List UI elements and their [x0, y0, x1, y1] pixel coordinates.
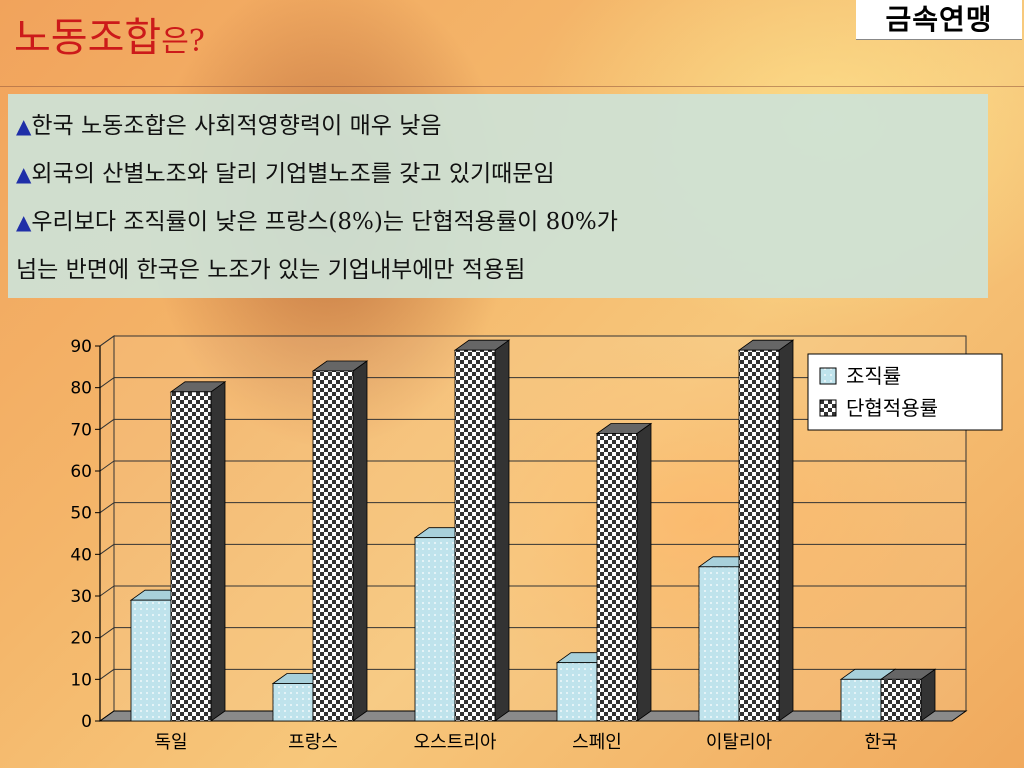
chart-gridline-side: [99, 460, 115, 472]
x-tick-label: 오스트리아: [414, 732, 497, 753]
triangle-bullet-icon: ▲: [16, 210, 32, 234]
bar-coverage-rate-side: [494, 339, 510, 722]
chart-gridline-side: [99, 543, 115, 555]
triangle-bullet-icon: ▲: [16, 114, 32, 138]
title-divider: [0, 86, 1024, 87]
y-tick-label: 90: [70, 337, 92, 357]
x-tick-label: 독일: [154, 732, 187, 753]
bar-coverage-rate-side: [352, 360, 368, 722]
bullet-continuation: 넘는 반면에 한국은 노조가 있는 기업내부에만 적용됨: [16, 257, 526, 283]
bar-union-rate: [698, 566, 740, 722]
triangle-bullet-icon: ▲: [16, 162, 32, 186]
x-tick-label: 스페인: [572, 732, 622, 753]
x-tick-label: 이탈리아: [706, 732, 773, 753]
bullet-text: 외국의 산별노조와 달리 기업별노조를 갖고 있기때문임: [31, 161, 555, 187]
slide-title-suffix: 은?: [161, 24, 205, 59]
bar-coverage-rate-side: [778, 339, 794, 722]
x-tick-label: 프랑스: [288, 732, 338, 753]
bar-chart: 0 10 20 30 40 50 60 70 80 90 독일 프랑스 오스트리아 스페인 이탈리아 한국 조직…: [70, 335, 1003, 753]
y-tick-label: 0: [81, 712, 92, 732]
y-tick-label: 10: [70, 670, 92, 690]
chart-gridline-side: [99, 627, 115, 639]
bar-coverage-rate-side: [210, 381, 226, 722]
slide-title-main: 노동조합: [14, 15, 162, 61]
chart-gridline-side: [99, 668, 115, 680]
bar-coverage-rate: [454, 349, 496, 722]
chart-gridline-side: [99, 502, 115, 514]
bar-coverage-rate: [738, 349, 780, 722]
bar-coverage-rate-side: [636, 422, 652, 722]
bar-union-rate: [130, 599, 172, 722]
bullet-item: ▲한국 노동조합은 사회적영향력이 매우 낮음: [16, 102, 982, 150]
chart-gridline-side: [99, 335, 115, 347]
bar-coverage-rate: [170, 391, 212, 722]
y-tick-label: 30: [70, 587, 92, 607]
bullet-item: ▲외국의 산별노조와 달리 기업별노조를 갖고 있기때문임: [16, 150, 982, 198]
bar-union-rate: [840, 678, 882, 722]
y-tick-label: 70: [70, 420, 92, 440]
bullet-text: 한국 노동조합은 사회적영향력이 매우 낮음: [31, 113, 442, 139]
slide-title: 노동조합은?: [14, 14, 205, 66]
y-tick-label: 20: [70, 629, 92, 649]
bar-coverage-rate: [596, 433, 638, 722]
y-tick-label: 40: [70, 545, 92, 565]
chart-floor: [98, 710, 968, 722]
bar-union-rate: [556, 662, 598, 722]
chart-legend: [807, 353, 1003, 431]
legend-label: 단협적용률: [846, 396, 938, 420]
y-tick-label: 80: [70, 379, 92, 399]
legend-swatch: [819, 399, 837, 417]
bullet-box: ▲한국 노동조합은 사회적영향력이 매우 낮음 ▲외국의 산별노조와 달리 기업…: [8, 94, 988, 298]
y-tick-label: 50: [70, 504, 92, 524]
chart-side-wall: [99, 335, 115, 722]
chart-gridline-side: [99, 585, 115, 597]
logo: 금속연맹: [856, 0, 1022, 40]
chart-gridline-side: [99, 377, 115, 389]
legend-swatch: [819, 367, 837, 385]
bullet-item: ▲우리보다 조직률이 낮은 프랑스(8%)는 단협적용률이 80%가: [16, 198, 982, 246]
bullet-text: 우리보다 조직률이 낮은 프랑스(8%)는 단협적용률이 80%가: [31, 209, 618, 235]
chart-gridline-side: [99, 418, 115, 430]
bar-union-rate: [272, 683, 314, 722]
bar-union-rate: [414, 537, 456, 722]
x-tick-label: 한국: [864, 732, 897, 753]
bar-coverage-rate: [880, 678, 922, 722]
legend-label: 조직률: [846, 364, 901, 388]
bar-coverage-rate: [312, 370, 354, 722]
y-tick-label: 60: [70, 462, 92, 482]
